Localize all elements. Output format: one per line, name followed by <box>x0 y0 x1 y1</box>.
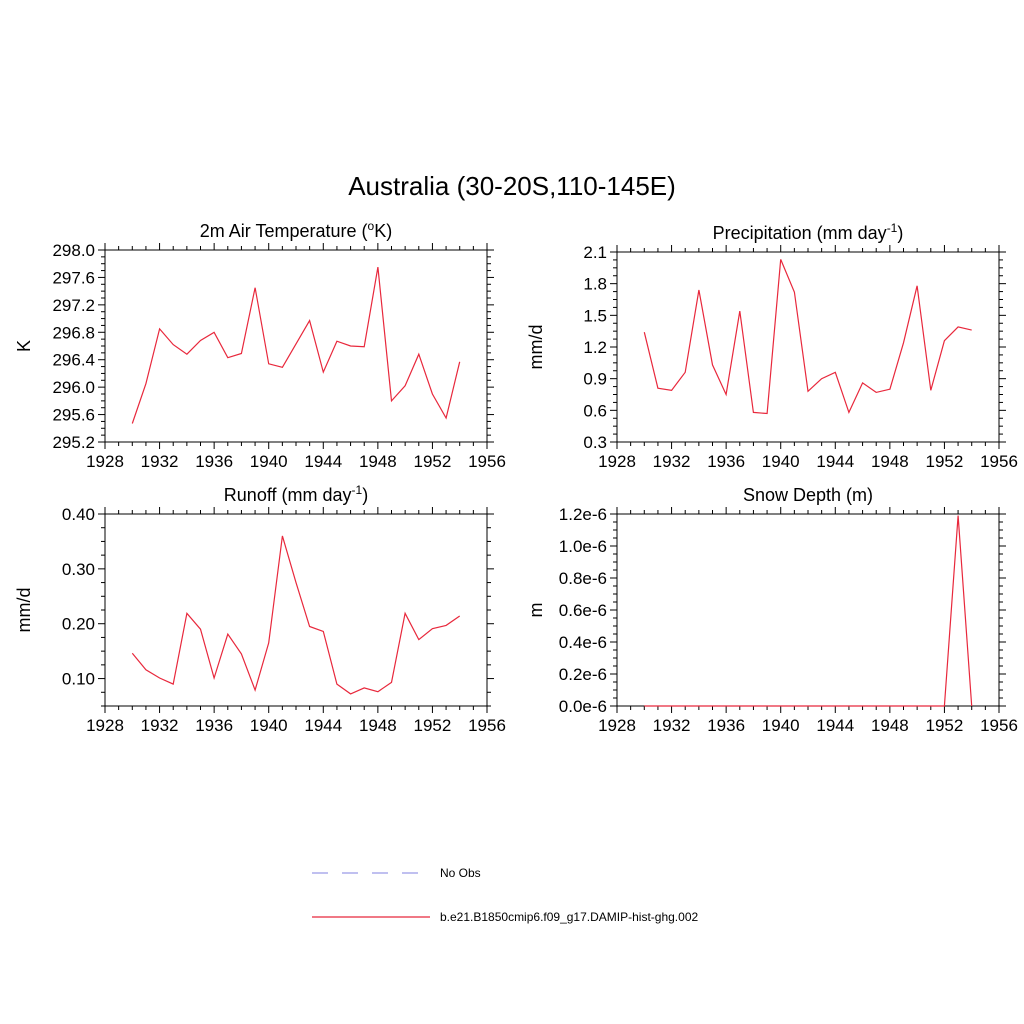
y-tick-label-temperature-3: 296.4 <box>52 351 95 370</box>
plot-frame-precipitation <box>616 251 1000 443</box>
y-axis-label-runoff: mm/d <box>14 588 34 633</box>
y-tick-label-precipitation-0: 0.3 <box>583 433 607 452</box>
x-tick-label-precipitation-1: 1932 <box>653 452 691 471</box>
plot-frame-snow-depth <box>616 513 1000 707</box>
y-tick-label-runoff-0: 0.10 <box>62 670 95 689</box>
panel-title-runoff: Runoff (mm day-1) <box>224 483 368 505</box>
legend-entry-no-obs: No Obs <box>312 866 481 880</box>
y-tick-label-snow-depth-6: 1.2e-6 <box>559 505 607 524</box>
series-line-precipitation-0 <box>643 259 972 415</box>
x-tick-label-precipitation-4: 1944 <box>816 452 854 471</box>
plot-frame-runoff <box>104 513 488 707</box>
panel-title-temperature: 2m Air Temperature (oK) <box>200 219 392 241</box>
x-tick-label-snow-depth-6: 1952 <box>926 716 964 735</box>
y-tick-label-precipitation-1: 0.6 <box>583 401 607 420</box>
x-tick-label-temperature-0: 1928 <box>86 452 124 471</box>
y-tick-label-snow-depth-4: 0.8e-6 <box>559 569 607 588</box>
panels: 2m Air Temperature (oK) K 1928 1932 1936 1940… <box>14 219 1018 735</box>
y-tick-label-temperature-1: 295.6 <box>52 406 95 425</box>
y-tick-label-temperature-6: 297.6 <box>52 268 95 287</box>
panel-title-text-runoff: Runoff (mm day <box>224 485 352 505</box>
y-tick-label-temperature-0: 295.2 <box>52 433 95 452</box>
y-tick-label-precipitation-3: 1.2 <box>583 338 607 357</box>
x-tick-label-snow-depth-5: 1948 <box>871 716 909 735</box>
panel-title-super-precipitation: -1 <box>887 221 898 235</box>
y-tick-label-temperature-7: 298.0 <box>52 241 95 260</box>
panel-title-super-temperature: o <box>368 219 375 233</box>
y-tick-label-runoff-2: 0.30 <box>62 560 95 579</box>
legend-label-no-obs: No Obs <box>440 866 481 880</box>
panel-title-text-temperature: 2m Air Temperature ( <box>200 221 368 241</box>
x-tick-label-precipitation-5: 1948 <box>871 452 909 471</box>
x-tick-label-snow-depth-1: 1932 <box>653 716 691 735</box>
x-tick-label-snow-depth-3: 1940 <box>762 716 800 735</box>
x-tick-label-precipitation-6: 1952 <box>926 452 964 471</box>
series-line-snow-depth-0 <box>644 515 973 707</box>
legend-label-model: b.e21.B1850cmip6.f09_g17.DAMIP-hist-ghg.… <box>440 910 698 924</box>
x-tick-label-temperature-2: 1936 <box>195 452 233 471</box>
y-tick-label-temperature-4: 296.8 <box>52 323 95 342</box>
panel-temperature: 2m Air Temperature (oK) K 1928 1932 1936 1940… <box>14 219 506 471</box>
x-tick-label-precipitation-0: 1928 <box>598 452 636 471</box>
x-tick-label-precipitation-7: 1956 <box>980 452 1018 471</box>
panel-snow-depth: Snow Depth (m) m 1928 1932 1936 1940 1944 1948 1… <box>526 485 1018 735</box>
x-tick-label-snow-depth-0: 1928 <box>598 716 636 735</box>
panel-title-after-runoff: ) <box>362 485 368 505</box>
plot-frame-temperature <box>104 249 488 443</box>
y-axis-label-precipitation: mm/d <box>526 325 546 370</box>
panel-title-text-precipitation: Precipitation (mm day <box>713 223 887 243</box>
x-tick-label-runoff-1: 1932 <box>141 716 179 735</box>
y-tick-label-runoff-1: 0.20 <box>62 615 95 634</box>
x-tick-label-temperature-4: 1944 <box>304 452 342 471</box>
legend-entry-model: b.e21.B1850cmip6.f09_g17.DAMIP-hist-ghg.… <box>312 910 698 924</box>
panel-title-super-runoff: -1 <box>352 483 363 497</box>
x-tick-label-runoff-7: 1956 <box>468 716 506 735</box>
x-tick-label-runoff-2: 1936 <box>195 716 233 735</box>
x-tick-label-temperature-3: 1940 <box>250 452 288 471</box>
y-tick-label-precipitation-4: 1.5 <box>583 306 607 325</box>
x-tick-label-precipitation-2: 1936 <box>707 452 745 471</box>
y-tick-label-temperature-5: 297.2 <box>52 296 95 315</box>
y-tick-label-precipitation-6: 2.1 <box>583 243 607 262</box>
x-tick-label-snow-depth-4: 1944 <box>816 716 854 735</box>
panel-runoff: Runoff (mm day-1) mm/d 1928 1932 1936 1940 194… <box>14 483 506 735</box>
y-tick-label-runoff-3: 0.40 <box>62 505 95 524</box>
panel-title-snow-depth: Snow Depth (m) <box>743 485 873 505</box>
y-axis-label-snow-depth: m <box>526 603 546 618</box>
x-tick-label-temperature-7: 1956 <box>468 452 506 471</box>
x-tick-label-runoff-0: 1928 <box>86 716 124 735</box>
y-axis-label-temperature: K <box>14 340 34 352</box>
panel-title-after-precipitation: ) <box>897 223 903 243</box>
series-line-temperature-0 <box>131 266 461 424</box>
x-tick-label-snow-depth-7: 1956 <box>980 716 1018 735</box>
x-tick-label-runoff-3: 1940 <box>250 716 288 735</box>
x-tick-label-runoff-6: 1952 <box>414 716 452 735</box>
x-tick-label-snow-depth-2: 1936 <box>707 716 745 735</box>
y-tick-label-temperature-2: 296.0 <box>52 378 95 397</box>
y-tick-label-snow-depth-0: 0.0e-6 <box>559 697 607 716</box>
panel-title-precipitation: Precipitation (mm day-1) <box>713 221 904 243</box>
x-tick-label-precipitation-3: 1940 <box>762 452 800 471</box>
x-tick-label-temperature-6: 1952 <box>414 452 452 471</box>
figure-title: Australia (30-20S,110-145E) <box>348 171 676 201</box>
panel-title-after-temperature: K) <box>374 221 392 241</box>
x-tick-label-runoff-4: 1944 <box>304 716 342 735</box>
x-tick-label-temperature-1: 1932 <box>141 452 179 471</box>
y-tick-label-snow-depth-5: 1.0e-6 <box>559 537 607 556</box>
y-tick-label-snow-depth-3: 0.6e-6 <box>559 601 607 620</box>
legend: No Obs b.e21.B1850cmip6.f09_g17.DAMIP-hi… <box>312 866 698 924</box>
series-line-runoff-0 <box>131 535 461 695</box>
panel-precipitation: Precipitation (mm day-1) mm/d 1928 1932 1936… <box>526 221 1018 471</box>
y-tick-label-snow-depth-1: 0.2e-6 <box>559 665 607 684</box>
y-tick-label-precipitation-2: 0.9 <box>583 370 607 389</box>
x-tick-label-runoff-5: 1948 <box>359 716 397 735</box>
x-tick-label-temperature-5: 1948 <box>359 452 397 471</box>
y-tick-label-snow-depth-2: 0.4e-6 <box>559 633 607 652</box>
y-tick-label-precipitation-5: 1.8 <box>583 275 607 294</box>
panel-title-text-snow-depth: Snow Depth (m) <box>743 485 873 505</box>
